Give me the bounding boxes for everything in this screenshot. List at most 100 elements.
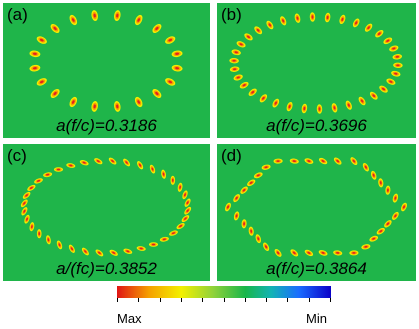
field-spot	[318, 157, 328, 165]
field-spot	[331, 103, 338, 113]
field-spot	[114, 10, 121, 22]
field-spot	[376, 227, 385, 235]
field-spot	[273, 158, 283, 164]
field-spot	[391, 70, 401, 77]
field-spot	[350, 157, 358, 166]
field-pattern-b	[229, 12, 403, 114]
field-spot	[161, 169, 167, 179]
field-spot	[362, 162, 369, 172]
field-spot	[68, 244, 75, 253]
field-spot	[385, 185, 391, 195]
field-panel-b: (b) a(f/c)=0.3696	[217, 3, 416, 138]
field-spot	[225, 202, 231, 212]
field-spot	[364, 23, 373, 32]
field-spot	[177, 182, 183, 192]
field-spot	[21, 207, 28, 216]
field-spot	[169, 230, 178, 236]
field-spot	[370, 170, 377, 180]
field-spot	[165, 36, 176, 44]
field-spot	[241, 219, 247, 229]
field-spot	[301, 103, 308, 114]
field-spot	[182, 190, 188, 200]
field-spot	[184, 206, 192, 215]
field-spot	[91, 10, 98, 22]
field-spot	[34, 178, 43, 184]
colorbar-tick	[224, 298, 225, 302]
colorbar-tick	[138, 298, 139, 302]
field-pattern-d	[225, 157, 407, 257]
colorbar-tick	[245, 298, 246, 302]
panel-caption-b: a(f/c)=0.3696	[266, 116, 367, 135]
field-panel-c: (c) a/(fc)=0.3852	[3, 144, 210, 281]
field-spot	[247, 179, 256, 187]
field-spot	[392, 54, 403, 60]
field-spot	[24, 214, 30, 224]
colorbar-tick	[202, 298, 203, 302]
field-spot	[95, 249, 104, 257]
field-spot	[136, 246, 146, 251]
field-spot	[29, 222, 35, 232]
field-spot	[134, 14, 143, 26]
field-spot	[263, 242, 270, 252]
colorbar-tick	[330, 298, 331, 302]
field-spot	[378, 178, 384, 188]
field-spot	[393, 62, 403, 69]
field-spot	[294, 13, 301, 23]
field-spot	[248, 226, 254, 236]
field-spot	[123, 158, 131, 167]
field-spot	[392, 211, 399, 220]
field-spot	[165, 78, 176, 86]
field-spot	[254, 26, 263, 35]
field-spot	[170, 175, 176, 185]
field-spot	[56, 240, 63, 250]
colorbar-tick	[181, 298, 182, 302]
field-spot	[27, 184, 36, 191]
field-spot	[239, 81, 249, 89]
field-spot	[375, 30, 384, 38]
field-spot	[134, 96, 143, 108]
field-spot	[240, 186, 248, 194]
colorbar-tick	[117, 298, 118, 302]
field-spot	[236, 41, 246, 48]
field-spot	[333, 250, 343, 256]
field-spot	[79, 160, 89, 166]
field-spot	[43, 172, 53, 178]
field-spot	[45, 235, 51, 245]
field-spot	[36, 229, 42, 239]
field-spot	[274, 248, 282, 257]
field-spot	[148, 242, 159, 247]
field-spot	[94, 158, 103, 165]
field-pattern-a	[29, 10, 183, 112]
field-spot	[244, 33, 253, 41]
field-spot	[29, 64, 41, 72]
field-spot	[389, 45, 399, 52]
field-spot	[379, 85, 388, 93]
field-spot	[233, 211, 240, 221]
field-spot	[272, 98, 280, 108]
field-spot	[50, 24, 60, 33]
field-spot	[255, 234, 262, 244]
field-spot	[69, 14, 78, 26]
field-spot	[286, 101, 293, 112]
field-spot	[358, 96, 366, 106]
field-spot	[233, 74, 243, 81]
field-spot	[159, 236, 169, 242]
colorbar-tick	[287, 298, 288, 302]
field-spot	[109, 249, 118, 256]
field-spot	[339, 14, 346, 25]
field-spot	[231, 49, 241, 56]
field-spot	[384, 220, 392, 228]
field-spot	[152, 89, 162, 98]
field-spot	[114, 100, 121, 112]
field-spot	[53, 167, 64, 172]
field-spot	[123, 248, 133, 254]
field-spot	[361, 244, 371, 250]
colorbar-tick	[160, 298, 161, 302]
field-spot	[91, 100, 98, 112]
field-spot	[369, 235, 379, 242]
field-spot	[309, 12, 316, 22]
field-spot	[369, 91, 378, 100]
panel-label-d: (d)	[221, 146, 242, 165]
field-spot	[36, 78, 47, 86]
panel-label-b: (b)	[221, 5, 242, 24]
